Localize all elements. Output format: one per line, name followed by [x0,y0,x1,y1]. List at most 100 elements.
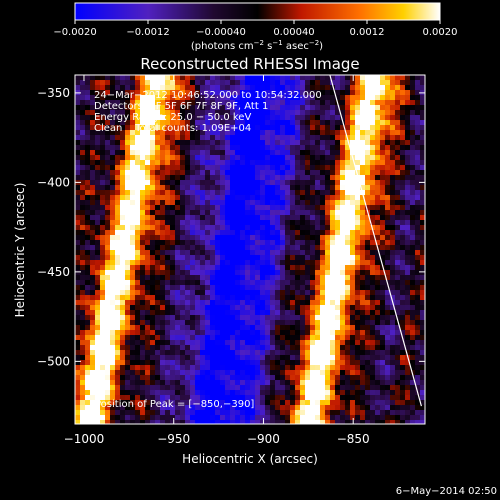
heatmap-cell [165,130,171,136]
heatmap-cell [120,215,126,221]
heatmap-cell [385,95,391,101]
heatmap-cell [420,340,425,346]
heatmap-cell [145,375,151,381]
heatmap-cell [350,160,356,166]
heatmap-cell [235,385,241,391]
heatmap-cell [280,315,286,321]
heatmap-cell [125,100,131,106]
heatmap-cell [310,240,316,246]
heatmap-cell [175,325,181,331]
heatmap-cell [270,175,276,181]
heatmap-cell [255,260,261,266]
heatmap-cell [90,200,96,206]
heatmap-cell [400,255,406,261]
heatmap-cell [200,255,206,261]
heatmap-cell [350,380,356,386]
heatmap-cell [145,390,151,396]
heatmap-cell [390,415,396,421]
heatmap-cell [255,230,261,236]
heatmap-cell [220,105,226,111]
heatmap-cell [280,200,286,206]
heatmap-cell [225,210,231,216]
heatmap-cell [375,330,381,336]
heatmap-cell [330,120,336,126]
heatmap-cell [285,200,291,206]
heatmap-cell [180,215,186,221]
heatmap-cell [90,340,96,346]
heatmap-cell [240,290,246,296]
heatmap-cell [255,270,261,276]
heatmap-cell [260,305,266,311]
heatmap-cell [225,275,231,281]
heatmap-cell [240,190,246,196]
heatmap-cell [275,200,281,206]
heatmap-cell [100,265,106,271]
heatmap-cell [255,415,261,421]
heatmap-cell [355,300,361,306]
heatmap-cell [285,80,291,86]
heatmap-cell [130,190,136,196]
heatmap-cell [340,235,346,241]
heatmap-cell [365,280,371,286]
heatmap-cell [295,95,301,101]
heatmap-cell [155,240,161,246]
heatmap-cell [125,195,131,201]
heatmap-cell [150,265,156,271]
heatmap-cell [285,90,291,96]
heatmap-cell [410,320,416,326]
heatmap-cell [90,280,96,286]
heatmap-cell [325,290,331,296]
heatmap-cell [85,305,91,311]
heatmap-cell [250,180,256,186]
heatmap-cell [260,375,266,381]
heatmap-cell [270,385,276,391]
heatmap-cell [190,345,196,351]
heatmap-cell [345,195,351,201]
heatmap-cell [165,350,171,356]
heatmap-cell [410,280,416,286]
heatmap-cell [210,170,216,176]
heatmap-cell [270,330,276,336]
heatmap-cell [160,385,166,391]
heatmap-cell [100,390,106,396]
heatmap-cell [225,380,231,386]
heatmap-cell [290,175,296,181]
heatmap-cell [270,185,276,191]
heatmap-cell [300,240,306,246]
heatmap-cell [375,180,381,186]
heatmap-cell [120,125,126,131]
heatmap-cell [405,400,411,406]
heatmap-cell [115,210,121,216]
heatmap-cell [355,220,361,226]
heatmap-cell [280,265,286,271]
heatmap-cell [155,390,161,396]
heatmap-cell [250,150,256,156]
heatmap-cell [90,285,96,291]
heatmap-cell [90,370,96,376]
heatmap-cell [270,240,276,246]
heatmap-cell [370,385,376,391]
heatmap-cell [410,310,416,316]
heatmap-cell [195,345,201,351]
heatmap-cell [160,395,166,401]
heatmap-cell [290,390,296,396]
heatmap-cell [315,325,321,331]
heatmap-cell [100,285,106,291]
heatmap-cell [175,265,181,271]
heatmap-cell [120,210,126,216]
heatmap-cell [105,280,111,286]
heatmap-cell [100,125,106,131]
heatmap-cell [75,160,81,166]
heatmap-cell [125,205,131,211]
heatmap-cell [365,140,371,146]
heatmap-cell [285,245,291,251]
heatmap-cell [225,120,231,126]
heatmap-cell [85,275,91,281]
heatmap-cell [110,180,116,186]
heatmap-cell [185,160,191,166]
heatmap-cell [175,145,181,151]
heatmap-cell [155,315,161,321]
heatmap-cell [270,170,276,176]
heatmap-cell [75,170,81,176]
heatmap-cell [175,210,181,216]
